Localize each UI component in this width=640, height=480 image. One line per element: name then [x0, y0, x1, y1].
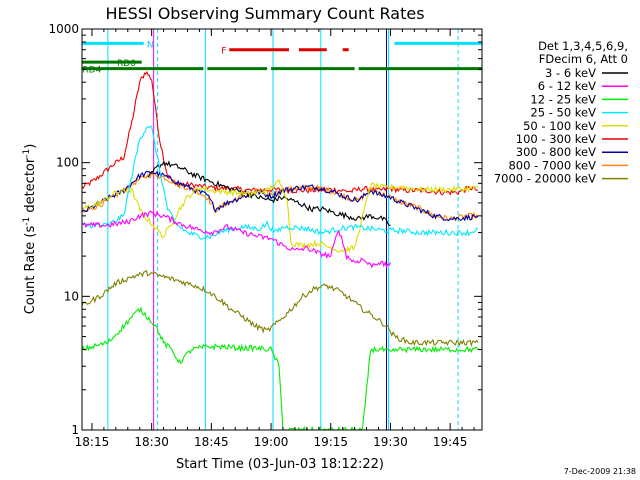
series-line — [147, 160, 391, 226]
x-tick-label: 19:00 — [254, 435, 289, 449]
series-line — [82, 210, 391, 269]
x-tick-label: 19:45 — [433, 435, 468, 449]
x-tick-label: 18:15 — [75, 435, 110, 449]
flag-label: RD4 — [82, 66, 101, 76]
series-line — [82, 170, 479, 222]
legend-entry-label: 7000 - 20000 keV — [494, 172, 596, 186]
flag-label: N — [147, 40, 154, 50]
y-tick-label: 1000 — [48, 22, 79, 36]
flag-label: F — [221, 47, 226, 57]
legend-entry-label: 3 - 6 keV — [545, 66, 596, 80]
x-tick-label: 19:15 — [313, 435, 348, 449]
plot-frame — [81, 28, 483, 431]
legend-header-detectors: Det 1,3,4,5,6,9, — [538, 39, 628, 53]
y-tick-label: 1 — [71, 423, 79, 437]
y-tick-label: 100 — [56, 156, 79, 170]
series-line — [82, 178, 479, 254]
legend-entry-label: 300 - 800 keV — [516, 145, 596, 159]
y-tick-label: 10 — [64, 289, 79, 303]
x-tick-label: 19:30 — [373, 435, 408, 449]
series-line — [82, 306, 479, 430]
legend-entry-label: 12 - 25 keV — [530, 92, 596, 106]
axes-layer: N F RD0 RD4 18:15 18:30 18:45 19:00 19:15 19:30 19… — [48, 22, 483, 449]
y-axis-label: Count Rate (s-1 detector-1) — [22, 144, 38, 315]
legend-entry-label: 6 - 12 keV — [538, 79, 596, 93]
series-line — [82, 125, 479, 240]
legend-header-decimation: FDecim 6, Att 0 — [539, 52, 628, 66]
legend-entry-label: 800 - 7000 keV — [508, 158, 596, 172]
legend: Det 1,3,4,5,6,9, FDecim 6, Att 0 3 - 6 k… — [494, 39, 628, 186]
x-axis-label: Start Time (03-Jun-03 18:12:22) — [176, 457, 384, 472]
data-layer — [82, 29, 482, 430]
flag-label: RD0 — [117, 59, 136, 69]
legend-entry-label: 100 - 300 keV — [516, 132, 596, 146]
legend-entry-label: 50 - 100 keV — [523, 119, 596, 133]
series-line — [82, 269, 479, 348]
chart-title: HESSI Observing Summary Count Rates — [105, 4, 424, 23]
footer-timestamp: 7-Dec-2009 21:38 — [564, 467, 636, 476]
x-tick-label: 18:30 — [134, 435, 169, 449]
legend-entry-label: 25 - 50 keV — [530, 106, 596, 120]
x-tick-label: 18:45 — [194, 435, 229, 449]
